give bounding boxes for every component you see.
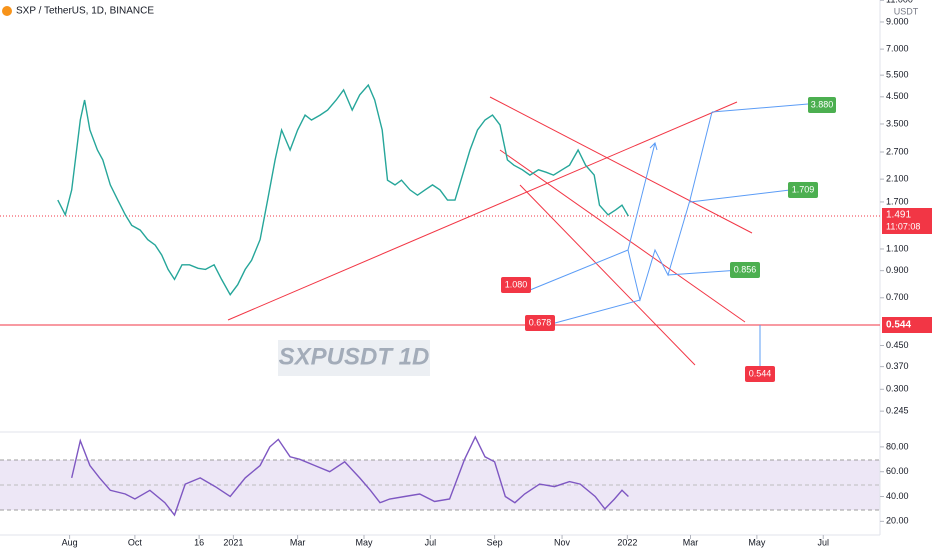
target-label: 1.709 bbox=[792, 184, 815, 194]
y-tick-label: 7.000 bbox=[886, 43, 909, 53]
y-tick-label: 40.00 bbox=[886, 491, 909, 501]
x-tick-label: Mar bbox=[290, 537, 306, 547]
target-label: 3.880 bbox=[811, 99, 834, 109]
target-box bbox=[730, 262, 760, 278]
projections bbox=[529, 103, 809, 368]
y-tick-label: 11.000 bbox=[886, 0, 913, 5]
x-tick-label: Aug bbox=[62, 537, 78, 547]
y-tick-label: 4.500 bbox=[886, 91, 909, 101]
stop-label: 0.544 bbox=[749, 368, 772, 378]
target-box bbox=[788, 182, 818, 198]
stop-box bbox=[501, 277, 531, 293]
series-line bbox=[57, 83, 630, 296]
x-tick-label: Oct bbox=[128, 537, 143, 547]
stop-box bbox=[745, 366, 775, 382]
x-tick-label: Mar bbox=[683, 537, 699, 547]
trendlines bbox=[0, 96, 880, 366]
y-tick-label: 0.300 bbox=[886, 384, 909, 394]
x-tick-label: May bbox=[748, 537, 766, 547]
y-tick-label: 2.100 bbox=[886, 174, 909, 184]
y-tick-label: 0.450 bbox=[886, 340, 909, 350]
x-tick-label: 2022 bbox=[617, 537, 637, 547]
target-label: 0.856 bbox=[734, 264, 757, 274]
stop-label: 1.080 bbox=[505, 279, 528, 289]
x-tick-label: Nov bbox=[554, 537, 571, 547]
stop-label: 0.678 bbox=[529, 317, 552, 327]
currency: USDT bbox=[894, 6, 919, 16]
y-tick-label: 1.700 bbox=[886, 196, 909, 206]
last-price: 1.491 bbox=[886, 210, 911, 221]
y-tick-label: 0.700 bbox=[886, 292, 909, 302]
symbol-icon bbox=[2, 6, 12, 16]
countdown: 11:07:08 bbox=[886, 221, 920, 231]
y-tick-label: 0.900 bbox=[886, 265, 909, 275]
y-tick-label: 9.000 bbox=[886, 16, 909, 26]
y-tick-label: 3.500 bbox=[886, 118, 909, 128]
x-tick-label: Jul bbox=[818, 537, 830, 547]
rsi-band bbox=[0, 460, 880, 510]
y-tick-label: 80.00 bbox=[886, 441, 909, 451]
x-tick-label: Sep bbox=[487, 537, 503, 547]
x-tick-label: Jul bbox=[425, 537, 437, 547]
x-tick-label: 2021 bbox=[223, 537, 243, 547]
target-box bbox=[808, 97, 836, 113]
series-line bbox=[71, 435, 629, 517]
y-tick-label: 20.00 bbox=[886, 516, 909, 526]
symbol-title: SXP / TetherUS, 1D, BINANCE bbox=[16, 6, 154, 17]
y-tick-label: 0.370 bbox=[886, 361, 909, 371]
watermark-box bbox=[278, 340, 430, 376]
stop-box bbox=[525, 315, 555, 331]
y-tick-label: 0.245 bbox=[886, 406, 909, 416]
watermark: SXPUSDT 1D bbox=[279, 343, 430, 370]
last-price-box bbox=[882, 208, 932, 234]
y-tick-label: 2.700 bbox=[886, 146, 909, 156]
x-tick-label: 16 bbox=[194, 537, 204, 547]
y-tick-label: 60.00 bbox=[886, 466, 909, 476]
level-price: 0.544 bbox=[886, 320, 911, 331]
level-box bbox=[882, 317, 932, 333]
x-tick-label: May bbox=[355, 537, 373, 547]
y-tick-label: 5.500 bbox=[886, 70, 909, 80]
annotations: 3.880 1.709 0.856 1.080 0.678 0.544 bbox=[501, 97, 836, 382]
y-tick-label: 1.100 bbox=[886, 243, 909, 253]
